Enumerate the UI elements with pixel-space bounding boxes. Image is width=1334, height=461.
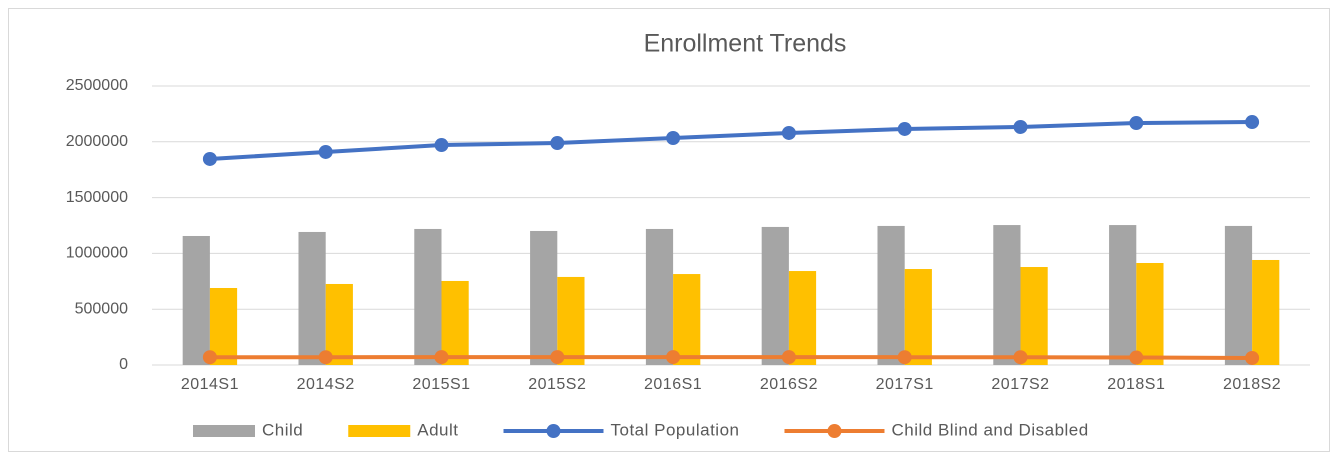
legend-marker <box>827 424 842 438</box>
line <box>209 355 1253 360</box>
bar <box>1252 259 1280 365</box>
bar <box>557 276 585 365</box>
bar <box>788 271 817 365</box>
x-tick-label: 2017S2 <box>991 376 1049 393</box>
marker <box>318 144 333 159</box>
legend-label: Child <box>262 420 303 439</box>
marker <box>666 131 681 146</box>
legend-label: Total Population <box>611 420 740 439</box>
marker <box>1013 119 1028 134</box>
marker <box>550 136 565 151</box>
marker <box>781 125 796 140</box>
bar <box>1224 225 1253 365</box>
marker <box>1129 116 1144 131</box>
x-tick-label: 2014S2 <box>297 376 355 393</box>
legend-label: Adult <box>417 420 458 439</box>
marker <box>434 138 449 153</box>
bar <box>325 283 353 365</box>
marker <box>550 350 565 365</box>
bar <box>877 225 905 365</box>
legend-swatch <box>348 425 411 437</box>
marker <box>666 350 681 365</box>
marker <box>897 350 912 365</box>
marker <box>781 350 796 365</box>
bar <box>441 280 469 365</box>
marker <box>897 121 912 136</box>
y-tick-label: 1500000 <box>66 189 128 206</box>
bar <box>414 228 442 365</box>
marker <box>202 350 217 365</box>
bar <box>530 230 558 365</box>
bar <box>1020 267 1048 365</box>
bar <box>645 228 674 365</box>
marker <box>1245 350 1260 365</box>
marker <box>1245 115 1260 130</box>
legend-marker <box>546 424 561 438</box>
bar <box>1109 225 1137 365</box>
x-tick-label: 2018S1 <box>1107 376 1165 393</box>
x-tick-label: 2014S1 <box>181 376 239 393</box>
y-tick-label: 2500000 <box>66 77 128 94</box>
bar <box>673 274 701 365</box>
bar <box>182 235 210 365</box>
bar <box>298 231 326 365</box>
x-tick-label: 2018S2 <box>1223 376 1281 393</box>
y-tick-label: 500000 <box>75 300 128 317</box>
y-tick-label: 2000000 <box>66 133 128 150</box>
marker <box>1013 350 1028 365</box>
x-tick-label: 2017S1 <box>876 376 934 393</box>
marker <box>1129 350 1144 365</box>
x-tick-label: 2016S2 <box>760 376 818 393</box>
bar <box>904 269 932 365</box>
bar <box>1136 262 1164 365</box>
line <box>209 120 1253 161</box>
marker <box>202 151 217 166</box>
marker <box>318 350 333 365</box>
x-tick-label: 2015S2 <box>528 376 586 393</box>
y-tick-label: 1000000 <box>66 245 128 262</box>
chart-title: Enrollment Trends <box>644 30 847 58</box>
legend-label: Child Blind and Disabled <box>891 420 1088 439</box>
bar <box>761 226 789 365</box>
y-tick-label: 0 <box>119 356 128 373</box>
legend-swatch <box>193 425 255 437</box>
bar <box>993 225 1021 365</box>
x-tick-label: 2015S1 <box>412 376 470 393</box>
marker <box>434 350 449 365</box>
x-tick-label: 2016S1 <box>644 376 702 393</box>
